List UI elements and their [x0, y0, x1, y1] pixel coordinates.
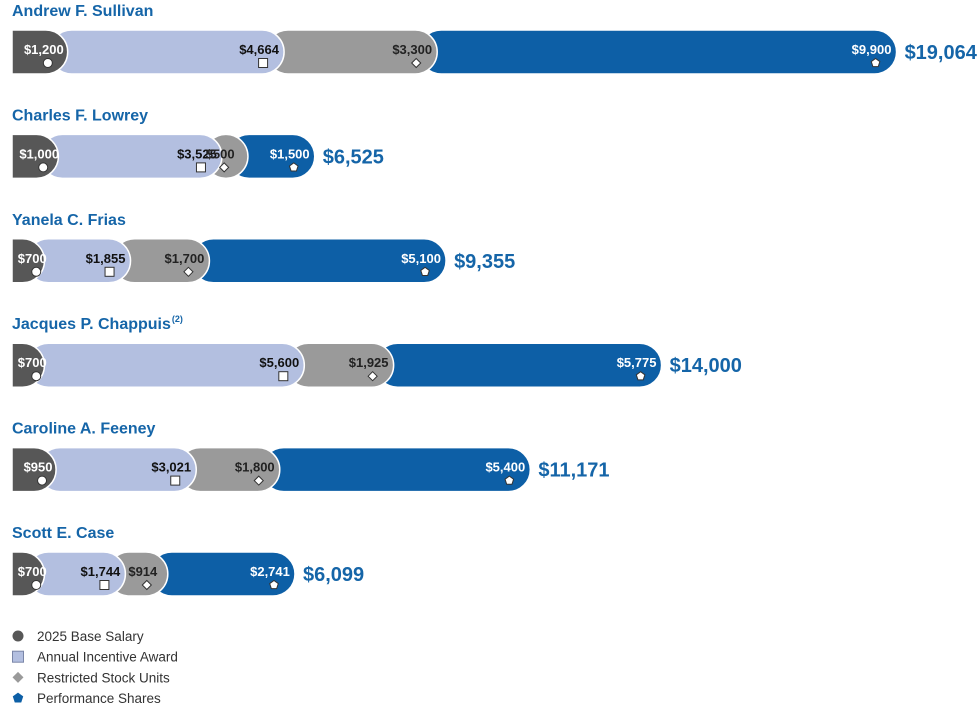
legend-pentagon-icon: [12, 692, 24, 703]
segment-marker-diamond: [367, 370, 378, 382]
segment-value-label: $1,200: [24, 42, 64, 57]
executive-group: Caroline A. Feeney $950 $3,021 $1,800 $5,400…: [11, 421, 610, 493]
segment-marker-circle: [42, 58, 53, 68]
segment-marker-pentagon: [504, 475, 515, 485]
total-value-label: $6,099: [303, 564, 364, 586]
executive-name: Andrew F. Sullivan: [12, 3, 153, 20]
segment-marker-circle: [31, 371, 42, 382]
segment-value-label: $5,400: [485, 460, 525, 475]
segment-marker-diamond: [141, 579, 153, 591]
legend-item: Annual Incentive Award: [12, 650, 178, 665]
segment-value-label: $1,925: [349, 355, 389, 370]
legend-square-icon: [12, 650, 24, 663]
segment-marker-diamond: [411, 57, 422, 69]
legend-label: Annual Incentive Award: [37, 650, 178, 665]
segment-value-label: $700: [18, 251, 47, 266]
legend: 2025 Base Salary Annual Incentive Award Re…: [12, 629, 178, 706]
segment-value-label: $3,021: [151, 460, 191, 475]
executive-name: Charles F. Lowrey: [12, 107, 148, 124]
bar-segment-psu: [418, 29, 898, 75]
segment-value-label: $1,500: [270, 146, 310, 161]
legend-item: 2025 Base Salary: [12, 629, 144, 644]
executive-group: Yanela C. Frias $700 $1,855 $1,700 $5,100 $9,…: [11, 212, 515, 284]
segment-value-label: $914: [128, 564, 158, 579]
segment-marker-square: [104, 266, 115, 277]
segment-value-label: $1,855: [86, 251, 126, 266]
segment-marker-pentagon: [420, 266, 430, 276]
segment-value-label: $1,000: [19, 146, 59, 161]
segment-value-label: $2,741: [250, 564, 290, 579]
executive-name: Scott E. Case: [12, 525, 114, 542]
executive-name: Caroline A. Feeney: [12, 421, 156, 438]
segment-marker-square: [99, 580, 110, 590]
total-value-label: $6,525: [323, 146, 384, 168]
executive-group: Scott E. Case $700 $1,744 $914 $2,741 $6,099: [11, 525, 364, 597]
legend-circle-icon: [12, 630, 24, 642]
executive-name: Jacques P. Chappuis: [12, 316, 171, 333]
legend-diamond-icon: [12, 671, 24, 683]
bar-segment-salary: [11, 29, 69, 75]
segment-marker-pentagon: [635, 371, 646, 381]
total-value-label: $11,171: [538, 460, 609, 482]
executive-name: Yanela C. Frias: [12, 212, 126, 229]
legend-label: 2025 Base Salary: [37, 629, 144, 644]
segment-marker-square: [258, 58, 269, 68]
segment-marker-square: [170, 475, 181, 486]
segment-marker-circle: [37, 475, 48, 486]
legend-label: Restricted Stock Units: [37, 670, 170, 685]
segment-marker-diamond: [218, 162, 230, 173]
executive-footnote: (2): [172, 314, 183, 324]
segment-value-label: $1,700: [165, 251, 205, 266]
segment-marker-square: [278, 371, 289, 382]
segment-value-label: $4,664: [239, 42, 280, 57]
segment-value-label: $3,525: [177, 146, 217, 161]
segment-value-label: $700: [18, 564, 47, 579]
segment-marker-circle: [31, 580, 42, 590]
segment-marker-square: [195, 162, 206, 173]
legend-label: Performance Shares: [37, 691, 161, 706]
executive-group: Jacques P. Chappuis (2) $700 $5,600 $1,925 $5…: [11, 314, 742, 388]
total-value-label: $19,064: [905, 42, 978, 64]
segment-value-label: $3,300: [392, 42, 432, 57]
segment-value-label: $700: [18, 355, 47, 370]
segment-marker-diamond: [253, 475, 264, 486]
segment-marker-pentagon: [288, 162, 299, 172]
segment-marker-circle: [31, 266, 42, 277]
executive-group: Charles F. Lowrey $1,000 $3,525$500 $1,500 $…: [11, 107, 384, 180]
legend-item: Restricted Stock Units: [12, 670, 170, 685]
executive-group: Andrew F. Sullivan $1,200 $4,664 $3,300 $9,9…: [11, 3, 978, 75]
total-value-label: $14,000: [670, 355, 742, 377]
segment-value-label: $5,775: [617, 355, 657, 370]
total-value-label: $9,355: [454, 251, 515, 273]
segment-value-label: $5,100: [401, 251, 441, 266]
segment-value-label: $1,744: [81, 564, 122, 579]
segment-marker-diamond: [183, 266, 194, 278]
segment-value-label: $1,800: [235, 460, 275, 475]
segment-value-label: $500: [206, 146, 235, 161]
segment-marker-pentagon: [269, 579, 279, 590]
segment-value-label: $9,900: [852, 42, 892, 57]
segment-value-label: $5,600: [259, 355, 299, 370]
segment-marker-pentagon: [870, 57, 881, 68]
segment-marker-circle: [38, 162, 49, 173]
legend-item: Performance Shares: [12, 691, 161, 706]
segment-value-label: $950: [24, 460, 53, 475]
